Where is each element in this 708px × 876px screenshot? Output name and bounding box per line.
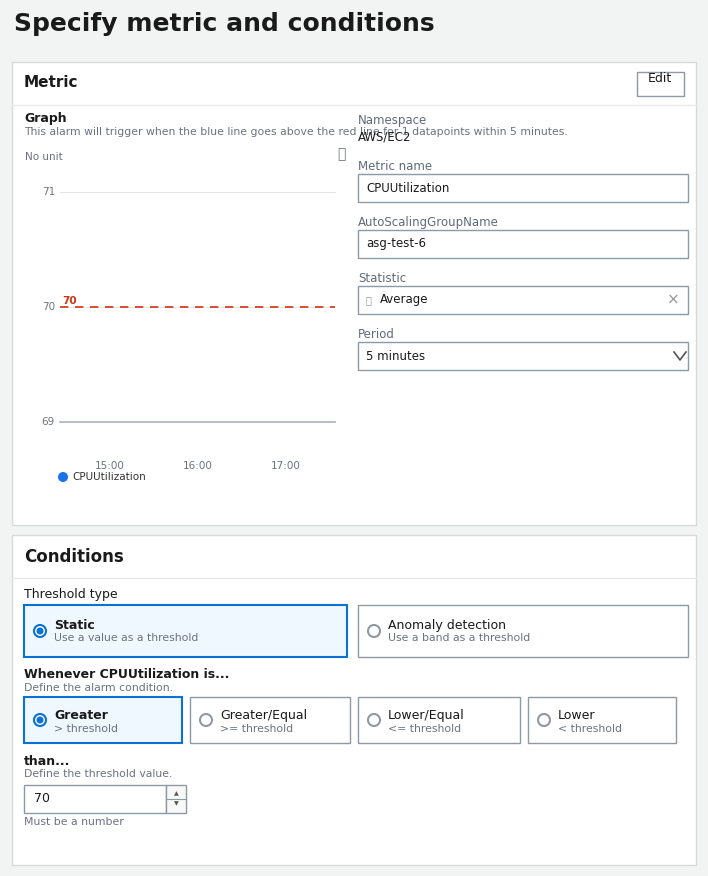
Circle shape — [37, 717, 43, 724]
Bar — [358, 605, 688, 657]
Text: Use a value as a threshold: Use a value as a threshold — [54, 633, 198, 643]
Text: AWS/EC2: AWS/EC2 — [358, 130, 411, 143]
Circle shape — [368, 625, 380, 637]
Text: than...: than... — [24, 755, 70, 768]
Text: Lower/Equal: Lower/Equal — [388, 709, 464, 722]
Circle shape — [200, 714, 212, 726]
Bar — [166, 785, 186, 813]
Text: Namespace: Namespace — [358, 114, 427, 127]
Text: Metric: Metric — [24, 75, 79, 90]
Bar — [358, 342, 688, 370]
Text: ⤢: ⤢ — [337, 147, 346, 161]
Text: >= threshold: >= threshold — [220, 724, 293, 734]
Text: > threshold: > threshold — [54, 724, 118, 734]
Circle shape — [37, 627, 43, 634]
Text: Average: Average — [380, 293, 428, 307]
Text: Edit: Edit — [648, 72, 672, 85]
Text: Metric name: Metric name — [358, 160, 432, 173]
Text: ▼: ▼ — [173, 801, 178, 806]
Text: Anomaly detection: Anomaly detection — [388, 619, 506, 632]
Bar — [528, 697, 676, 743]
Bar — [24, 785, 166, 813]
Text: 69: 69 — [42, 417, 55, 427]
Text: 17:00: 17:00 — [270, 461, 300, 471]
Text: ×: × — [667, 293, 680, 307]
Text: Greater/Equal: Greater/Equal — [220, 709, 307, 722]
Text: Define the alarm condition.: Define the alarm condition. — [24, 683, 173, 693]
Text: Greater: Greater — [54, 709, 108, 722]
Text: ▲: ▲ — [173, 791, 178, 796]
Bar — [24, 605, 347, 657]
Circle shape — [538, 714, 550, 726]
Text: 5 minutes: 5 minutes — [366, 350, 425, 363]
Text: 71: 71 — [42, 187, 55, 196]
Text: < threshold: < threshold — [558, 724, 622, 734]
Text: Use a band as a threshold: Use a band as a threshold — [388, 633, 530, 643]
Circle shape — [34, 714, 46, 726]
Text: This alarm will trigger when the blue line goes above the red line for 1 datapoi: This alarm will trigger when the blue li… — [24, 127, 568, 137]
Bar — [358, 174, 688, 202]
Circle shape — [58, 472, 68, 482]
Bar — [358, 697, 520, 743]
Text: Specify metric and conditions: Specify metric and conditions — [14, 12, 435, 36]
Circle shape — [34, 625, 46, 637]
Text: Must be a number: Must be a number — [24, 817, 124, 827]
Circle shape — [368, 714, 380, 726]
Text: Whenever CPUUtilization is...: Whenever CPUUtilization is... — [24, 668, 229, 681]
Text: 70: 70 — [62, 296, 76, 306]
Text: 70: 70 — [34, 793, 50, 806]
Text: Graph: Graph — [24, 112, 67, 125]
Text: Threshold type: Threshold type — [24, 588, 118, 601]
Bar — [190, 697, 350, 743]
Text: 15:00: 15:00 — [95, 461, 125, 471]
Text: Static: Static — [54, 619, 95, 632]
Text: Lower: Lower — [558, 709, 595, 722]
Text: 🔍: 🔍 — [366, 295, 372, 305]
Text: No unit: No unit — [25, 152, 63, 162]
Text: Statistic: Statistic — [358, 272, 406, 285]
Text: asg-test-6: asg-test-6 — [366, 237, 426, 251]
Bar — [358, 286, 688, 314]
Text: AutoScalingGroupName: AutoScalingGroupName — [358, 216, 499, 229]
Bar — [24, 697, 182, 743]
Text: Period: Period — [358, 328, 395, 341]
Text: 16:00: 16:00 — [183, 461, 212, 471]
Text: CPUUtilization: CPUUtilization — [72, 472, 146, 482]
Text: <= threshold: <= threshold — [388, 724, 461, 734]
Bar — [12, 62, 696, 525]
Bar — [637, 72, 684, 96]
Bar — [12, 535, 696, 865]
Text: CPUUtilization: CPUUtilization — [366, 181, 450, 194]
Bar — [358, 230, 688, 258]
Text: 70: 70 — [42, 302, 55, 312]
Text: Conditions: Conditions — [24, 548, 124, 566]
Text: Define the threshold value.: Define the threshold value. — [24, 769, 172, 779]
